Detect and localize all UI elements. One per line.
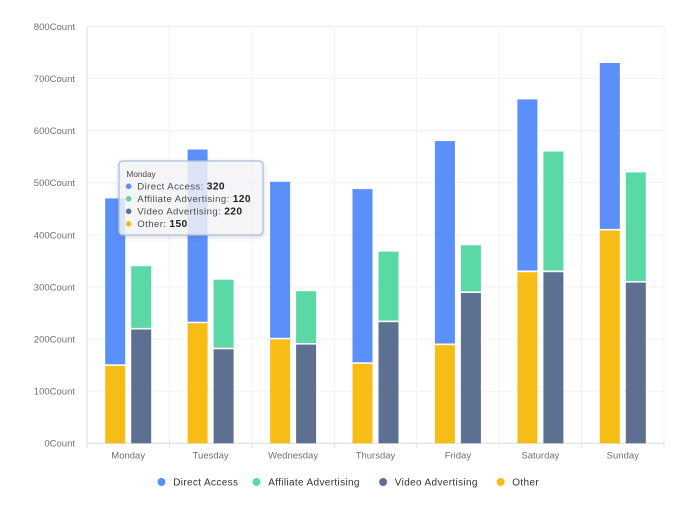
svg-text:Other: 150: Other: 150 xyxy=(137,219,187,230)
svg-text:Other: Other xyxy=(512,478,539,489)
svg-text:200Count: 200Count xyxy=(34,335,76,346)
svg-text:700Count: 700Count xyxy=(34,74,76,85)
svg-text:Direct Access: Direct Access xyxy=(173,478,238,489)
svg-text:Video Advertising: Video Advertising xyxy=(395,478,478,489)
svg-text:Affiliate Advertising: 120: Affiliate Advertising: 120 xyxy=(137,194,251,205)
svg-text:Affiliate Advertising: Affiliate Advertising xyxy=(268,478,360,489)
svg-text:Monday: Monday xyxy=(111,451,145,462)
svg-text:600Count: 600Count xyxy=(34,126,76,137)
svg-text:Thursday: Thursday xyxy=(356,451,396,462)
svg-text:Tuesday: Tuesday xyxy=(193,451,229,462)
svg-text:Saturday: Saturday xyxy=(521,451,559,462)
svg-text:Direct Access: 320: Direct Access: 320 xyxy=(137,182,225,193)
svg-text:500Count: 500Count xyxy=(34,178,76,189)
svg-text:400Count: 400Count xyxy=(34,230,76,241)
svg-text:Monday: Monday xyxy=(127,170,157,179)
svg-text:100Count: 100Count xyxy=(34,387,76,398)
svg-text:Friday: Friday xyxy=(445,451,472,462)
svg-text:800Count: 800Count xyxy=(34,22,76,33)
svg-text:Sunday: Sunday xyxy=(607,451,639,462)
svg-text:0Count: 0Count xyxy=(44,439,75,450)
svg-text:300Count: 300Count xyxy=(34,282,76,293)
svg-text:Video Advertising: 220: Video Advertising: 220 xyxy=(137,207,242,218)
svg-text:Wednesday: Wednesday xyxy=(268,451,318,462)
